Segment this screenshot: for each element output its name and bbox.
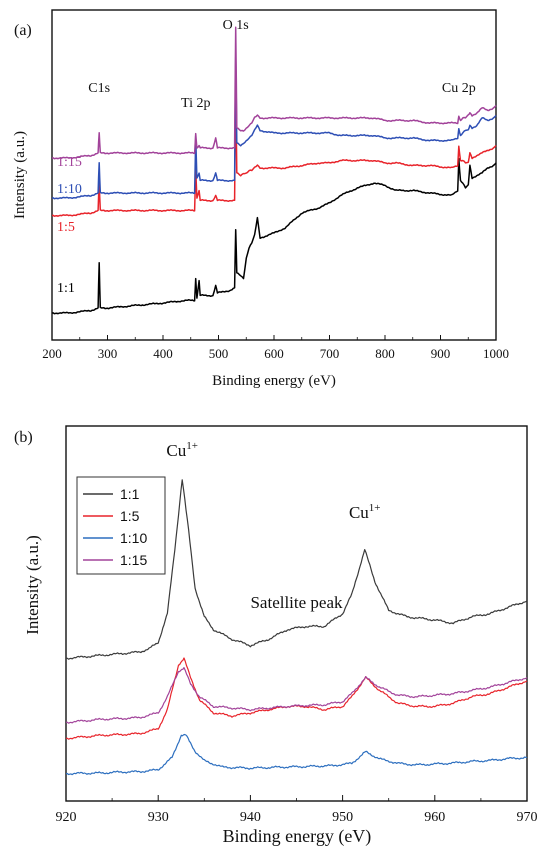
peak-label: O 1s: [223, 18, 249, 33]
annotation-superscript: 1+: [369, 502, 381, 514]
legend-entry-label: 1:15: [120, 552, 147, 568]
legend-entry-label: 1:1: [120, 486, 140, 502]
peak-label: Cu 2p: [442, 81, 476, 96]
panel-a-series-lines: [51, 26, 497, 315]
series-line-1-5: [65, 657, 528, 740]
panel-b-series-lines: [65, 479, 528, 776]
panel-a-tick-label: 1000: [483, 346, 509, 361]
panel-b-y-axis-title: Intensity (a.u.): [23, 535, 42, 635]
peak-label: C1s: [88, 81, 110, 96]
series-line-1-10: [51, 56, 497, 200]
series-line-1-15: [65, 667, 528, 724]
panel-b-legend: 1:1 1:5 1:10 1:15: [76, 476, 166, 575]
series-label-1-15: 1:15: [57, 155, 82, 170]
panel-a-label: (a): [14, 22, 32, 39]
satellite-peak-annotation: Satellite peak: [250, 593, 343, 612]
panel-a-peak-labels: C1s Ti 2p O 1s Cu 2p: [88, 18, 475, 111]
panel-b-x-ticks: 920 930 940 950 960 970: [56, 795, 538, 825]
series-line-1-1: [65, 479, 528, 660]
annotation-text: Satellite peak: [250, 593, 343, 612]
annotation-superscript: 1+: [186, 440, 198, 452]
series-label-1-10: 1:10: [57, 182, 82, 197]
panel-a-tick-label: 700: [320, 346, 340, 361]
panel-a-y-axis-title: Intensity (a.u.): [12, 131, 28, 219]
legend-entry-label: 1:10: [120, 530, 147, 546]
panel-b-tick-label: 970: [517, 810, 538, 825]
annotation-text: Cu: [349, 503, 369, 522]
panel-b-x-axis-title: Binding energy (eV): [223, 826, 372, 847]
panel-b-tick-label: 950: [332, 810, 353, 825]
panel-b-tick-label: 940: [240, 810, 261, 825]
panel-b-annotations: Cu1+Cu1+Satellite peak: [166, 440, 380, 612]
panel-a-x-ticks: 200 300 400 500 600 700 800 900 1000: [42, 335, 509, 361]
cu1-plus-annotation: Cu1+: [166, 440, 198, 460]
panel-b-label: (b): [14, 429, 33, 446]
panel-b-tick-label: 930: [148, 810, 169, 825]
panel-a-tick-label: 200: [42, 346, 62, 361]
panel-a-x-axis-title: Binding energy (eV): [212, 373, 336, 389]
panel-a-tick-label: 400: [153, 346, 173, 361]
series-line-1-5: [51, 86, 497, 217]
panel-b-cu2p-spectrum: (b) Binding energy (eV) Intensity (a.u.)…: [14, 425, 538, 847]
series-label-1-1: 1:1: [57, 281, 75, 296]
panel-a-tick-label: 800: [375, 346, 395, 361]
panel-b-tick-label: 960: [424, 810, 445, 825]
cu1-plus-annotation: Cu1+: [349, 502, 381, 522]
series-line-1-15: [51, 26, 497, 160]
panel-a-tick-label: 900: [431, 346, 451, 361]
panel-b-tick-label: 920: [56, 810, 77, 825]
annotation-text: Cu: [166, 441, 186, 460]
series-line-1-10: [65, 733, 528, 776]
panel-a-tick-label: 300: [98, 346, 118, 361]
panel-a-survey-spectrum: (a) Binding energy (eV) Intensity (a.u.)…: [12, 9, 509, 389]
legend-entry-label: 1:5: [120, 508, 140, 524]
series-label-1-5: 1:5: [57, 220, 75, 235]
series-line-1-1: [51, 157, 497, 315]
peak-label: Ti 2p: [181, 96, 210, 111]
legend-box: [76, 476, 166, 575]
panel-a-series-labels: 1:1 1:5 1:10 1:15: [57, 155, 82, 296]
panel-a-plot-frame: [51, 9, 497, 341]
panel-a-tick-label: 600: [264, 346, 284, 361]
panel-a-tick-label: 500: [209, 346, 229, 361]
